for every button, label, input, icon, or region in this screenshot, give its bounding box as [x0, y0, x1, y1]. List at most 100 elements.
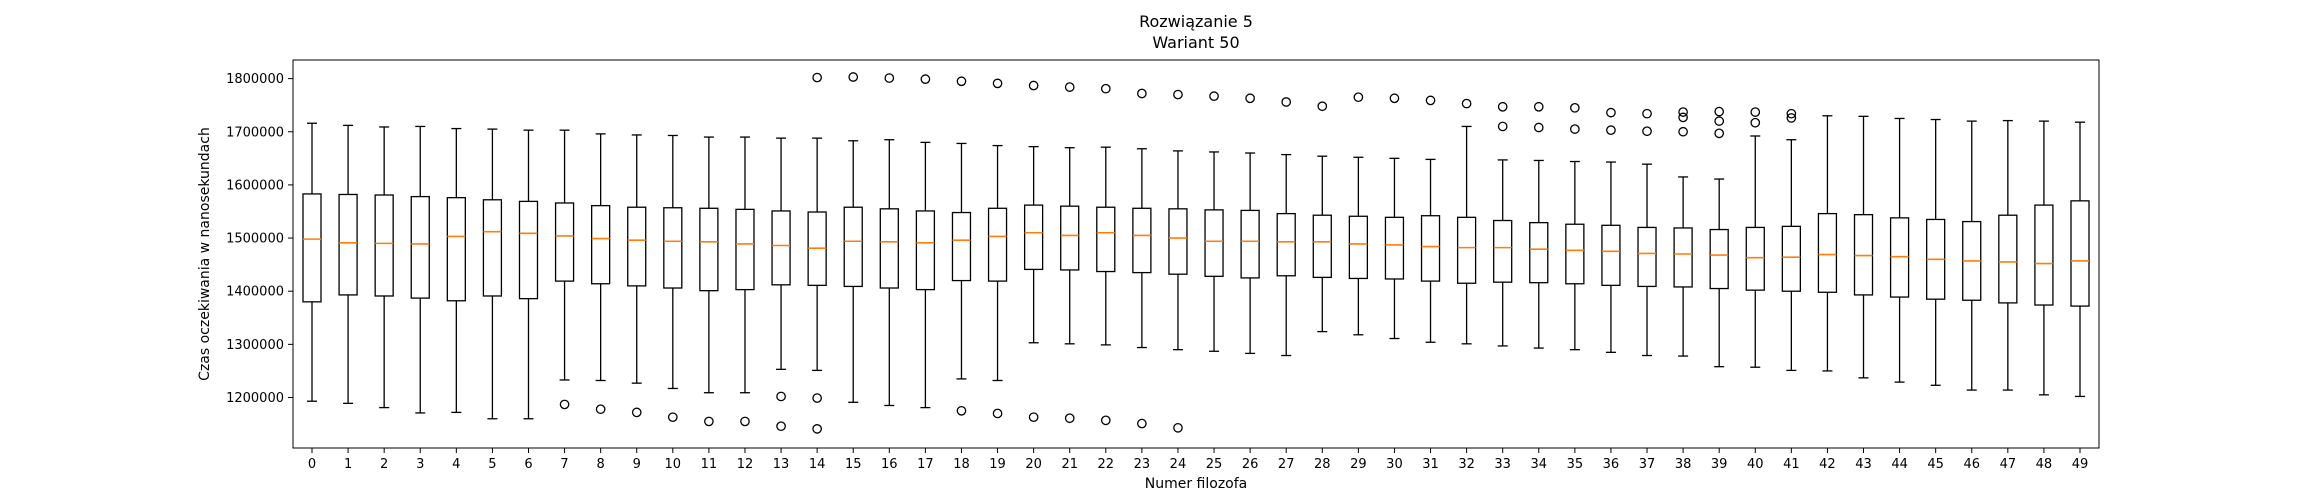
box-26: [1240, 93, 1260, 355]
outlier-point: [1642, 108, 1652, 119]
outlier-point: [776, 391, 786, 402]
box-iqr: [1384, 216, 1405, 280]
outlier-point: [1497, 101, 1508, 112]
outlier-point: [1570, 124, 1580, 134]
box-iqr: [1673, 227, 1693, 288]
x-tick-label: 42: [1819, 457, 1836, 472]
box-16: [879, 73, 899, 407]
box-45: [1926, 118, 1946, 386]
x-tick-label: 44: [1891, 457, 1908, 472]
outlier-point: [1173, 89, 1183, 100]
x-tick-label: 21: [1061, 457, 1078, 472]
boxes-group: [302, 72, 2090, 434]
box-17: [915, 74, 936, 409]
y-tick-label: 1600000: [226, 178, 284, 193]
box-iqr: [1276, 212, 1296, 277]
x-tick-label: 8: [597, 457, 605, 472]
box-iqr: [1132, 207, 1152, 274]
box-iqr: [1096, 206, 1116, 273]
x-tick-label: 10: [665, 457, 682, 472]
x-tick-label: 35: [1567, 457, 1584, 472]
outlier-point: [812, 72, 822, 83]
box-6: [518, 129, 539, 420]
box-32: [1456, 98, 1477, 345]
box-iqr: [2034, 204, 2054, 306]
box-iqr: [735, 208, 755, 291]
outlier-point: [1245, 93, 1255, 104]
outlier-point: [992, 78, 1003, 89]
box-iqr: [951, 211, 972, 282]
x-tick-label: 30: [1386, 457, 1403, 472]
box-iqr: [879, 208, 899, 289]
box-42: [1817, 115, 1838, 372]
x-tick-label: 22: [1098, 457, 1115, 472]
x-tick-label: 2: [380, 457, 388, 472]
x-tick-label: 24: [1170, 457, 1187, 472]
box-iqr: [1781, 225, 1801, 292]
outlier-point: [1100, 83, 1111, 94]
box-23: [1132, 88, 1152, 429]
box-15: [843, 72, 863, 403]
chart-title: Rozwiązanie 5: [1139, 12, 1253, 31]
outlier-point: [1606, 107, 1616, 118]
x-tick-label: 3: [416, 457, 424, 472]
x-tick-label: 16: [881, 457, 898, 472]
x-tick-label: 14: [809, 457, 826, 472]
box-iqr: [1060, 205, 1080, 271]
outlier-point: [1028, 412, 1039, 423]
outlier-point: [559, 399, 570, 410]
box-4: [446, 127, 466, 414]
box-29: [1348, 92, 1369, 336]
box-11: [699, 136, 719, 427]
outlier-point: [884, 73, 895, 83]
outlier-point: [1389, 93, 1400, 104]
box-1: [338, 124, 358, 405]
plot-area-frame: [292, 59, 2100, 449]
box-iqr: [374, 194, 394, 297]
box-22: [1096, 83, 1116, 426]
box-38: [1673, 107, 1693, 357]
box-41: [1781, 108, 1801, 372]
box-43: [1853, 115, 1874, 379]
box-39: [1709, 106, 1729, 368]
outlier-point: [631, 407, 642, 418]
box-44: [1889, 117, 1910, 383]
box-iqr: [554, 202, 575, 282]
x-tick-label: 11: [701, 457, 718, 472]
box-iqr: [1998, 214, 2018, 304]
box-iqr: [1456, 216, 1477, 284]
outlier-point: [920, 74, 931, 84]
box-iqr: [1420, 215, 1441, 282]
box-21: [1060, 82, 1080, 424]
outlier-point: [1064, 82, 1075, 92]
box-14: [807, 72, 827, 434]
outlier-point: [740, 416, 750, 427]
outlier-point: [1678, 126, 1688, 137]
box-iqr: [591, 204, 611, 285]
box-20: [1023, 80, 1044, 423]
box-iqr: [699, 207, 719, 292]
x-tick-label: 40: [1747, 457, 1764, 472]
box-iqr: [915, 210, 936, 291]
x-tick-label: 4: [452, 457, 460, 472]
x-tick-label: 28: [1314, 457, 1331, 472]
x-axis: 0 1 2 3 4 5 6 7 8 9 10 11 12 13 14 15 16 17 18 19 20 21 22 23 24…: [308, 448, 2088, 472]
x-tick-label: 7: [560, 457, 568, 472]
x-tick-label: 1: [344, 457, 352, 472]
box-13: [771, 137, 791, 432]
outlier-point: [848, 72, 859, 82]
outlier-point: [1173, 422, 1183, 433]
outlier-point: [776, 421, 786, 432]
box-iqr: [663, 207, 683, 289]
box-5: [482, 128, 503, 420]
outlier-point: [1714, 128, 1725, 139]
box-18: [951, 76, 972, 416]
box-iqr: [1601, 224, 1621, 287]
x-tick-label: 33: [1494, 457, 1511, 472]
y-tick-label: 1500000: [226, 232, 284, 247]
outlier-point: [1714, 116, 1725, 126]
outlier-point: [1461, 98, 1472, 109]
x-tick-label: 46: [1963, 457, 1980, 472]
outlier-point: [1425, 95, 1436, 106]
